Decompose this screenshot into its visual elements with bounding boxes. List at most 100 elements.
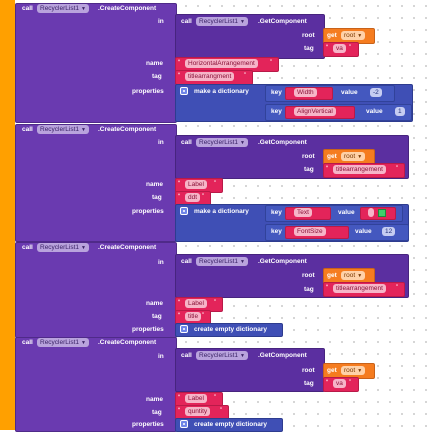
component-dropdown[interactable]: RecyclerList1 ▼ bbox=[196, 351, 248, 360]
quote-close: ” bbox=[202, 193, 205, 200]
component-dropdown[interactable]: RecyclerList1 ▼ bbox=[196, 17, 248, 26]
text-value[interactable]: Label bbox=[185, 299, 207, 308]
quote-close: ” bbox=[396, 165, 399, 172]
value-label: value bbox=[338, 209, 355, 216]
mutator-gear-icon[interactable] bbox=[180, 87, 188, 95]
text-value[interactable]: Label bbox=[185, 394, 207, 403]
component-dropdown[interactable]: RecyclerList1 ▼ bbox=[37, 243, 89, 252]
quote-open: “ bbox=[326, 165, 329, 172]
call-label: call bbox=[181, 139, 192, 146]
in-label: in bbox=[158, 139, 164, 146]
quote-close: ” bbox=[220, 407, 223, 414]
text-value[interactable]: va bbox=[333, 379, 346, 388]
mutator-gear-icon[interactable] bbox=[180, 207, 188, 215]
create-component-block-4[interactable] bbox=[15, 337, 177, 432]
text-value[interactable]: title bbox=[185, 312, 202, 321]
create-empty-dictionary-label: create empty dictionary bbox=[194, 421, 267, 428]
quote-open: “ bbox=[326, 379, 329, 386]
quote-open: “ bbox=[178, 394, 181, 401]
component-dropdown[interactable]: RecyclerList1 ▼ bbox=[196, 257, 248, 266]
quote-close: ” bbox=[214, 299, 217, 306]
key-label: key bbox=[271, 228, 282, 235]
create-component-block-2[interactable] bbox=[15, 124, 177, 242]
create-component-block-1[interactable] bbox=[15, 3, 177, 123]
number-value[interactable]: 12 bbox=[382, 227, 396, 236]
root-label: root bbox=[302, 272, 315, 279]
variable-dropdown[interactable]: root ▼ bbox=[341, 31, 366, 40]
quote-close: ” bbox=[396, 284, 399, 291]
quote-close: ” bbox=[202, 312, 205, 319]
text-value[interactable]: ddt bbox=[185, 193, 201, 202]
tag-label: tag bbox=[304, 286, 314, 293]
quote-open: “ bbox=[326, 284, 329, 291]
name-label: name bbox=[146, 300, 163, 307]
quote-open: “ bbox=[178, 72, 181, 79]
call-label: call bbox=[22, 5, 33, 12]
color-swatch-icon[interactable] bbox=[378, 209, 386, 217]
variable-dropdown[interactable]: root ▼ bbox=[341, 152, 366, 161]
value-label: value bbox=[355, 228, 372, 235]
variable-dropdown[interactable]: root ▼ bbox=[341, 271, 366, 280]
component-dropdown[interactable]: RecyclerList1 ▼ bbox=[37, 338, 89, 347]
variable-dropdown[interactable]: root ▼ bbox=[341, 366, 366, 375]
quote-open: “ bbox=[178, 312, 181, 319]
text-value[interactable]: FontSize bbox=[294, 227, 326, 236]
make-dictionary-label: make a dictionary bbox=[194, 88, 249, 95]
quote-open: “ bbox=[178, 407, 181, 414]
quote-close: ” bbox=[214, 394, 217, 401]
component-dropdown[interactable]: RecyclerList1 ▼ bbox=[37, 4, 89, 13]
call-label: call bbox=[22, 126, 33, 133]
create-component-block-3[interactable] bbox=[15, 242, 177, 338]
quote-close: ” bbox=[349, 44, 352, 51]
quote-close: ” bbox=[349, 379, 352, 386]
text-value[interactable]: quntity bbox=[185, 407, 211, 416]
event-handler-bar[interactable] bbox=[0, 0, 15, 430]
name-label: name bbox=[146, 60, 163, 67]
text-value[interactable]: HorizontalArrangement bbox=[185, 59, 258, 68]
in-label: in bbox=[158, 259, 164, 266]
get-component-label: .GetComponent bbox=[258, 18, 307, 25]
text-value[interactable]: titlearrangement bbox=[333, 284, 386, 293]
quote-close: ” bbox=[214, 180, 217, 187]
text-value[interactable]: va bbox=[333, 44, 346, 53]
number-value[interactable]: -2 bbox=[370, 88, 382, 97]
text-value[interactable]: titlearrangement bbox=[333, 165, 386, 174]
component-dropdown[interactable]: RecyclerList1 ▼ bbox=[37, 125, 89, 134]
text-value[interactable]: titlearrangment bbox=[185, 72, 235, 81]
create-component-label: .CreateComponent bbox=[98, 5, 157, 12]
dictionary-icon bbox=[180, 420, 188, 428]
value-label: value bbox=[366, 108, 383, 115]
value-label: value bbox=[341, 89, 358, 96]
component-dropdown[interactable]: RecyclerList1 ▼ bbox=[196, 138, 248, 147]
create-component-label: .CreateComponent bbox=[98, 339, 157, 346]
make-dictionary-label: make a dictionary bbox=[194, 208, 249, 215]
get-label: get bbox=[327, 32, 337, 39]
quote-open: “ bbox=[178, 180, 181, 187]
root-label: root bbox=[302, 367, 315, 374]
create-empty-dictionary-block[interactable] bbox=[175, 323, 283, 337]
name-label: name bbox=[146, 396, 163, 403]
call-label: call bbox=[181, 352, 192, 359]
quote-close: ” bbox=[244, 72, 247, 79]
quote-open: “ bbox=[178, 193, 181, 200]
text-value[interactable] bbox=[368, 208, 374, 217]
text-value[interactable]: Label bbox=[185, 180, 207, 189]
text-value[interactable]: AlignVertical bbox=[294, 107, 336, 116]
dictionary-icon bbox=[180, 325, 188, 333]
key-label: key bbox=[271, 108, 282, 115]
get-label: get bbox=[327, 153, 337, 160]
quote-close: ” bbox=[270, 59, 273, 66]
get-label: get bbox=[327, 272, 337, 279]
tag-label: tag bbox=[152, 409, 162, 416]
root-label: root bbox=[302, 153, 315, 160]
key-label: key bbox=[271, 89, 282, 96]
in-label: in bbox=[158, 18, 164, 25]
text-value[interactable]: Width bbox=[294, 88, 317, 97]
quote-open: “ bbox=[178, 59, 181, 66]
quote-open: “ bbox=[178, 299, 181, 306]
quote-open: “ bbox=[326, 44, 329, 51]
get-component-label: .GetComponent bbox=[258, 139, 307, 146]
number-value[interactable]: 1 bbox=[395, 107, 405, 116]
root-label: root bbox=[302, 32, 315, 39]
text-value[interactable]: Text bbox=[294, 208, 312, 217]
